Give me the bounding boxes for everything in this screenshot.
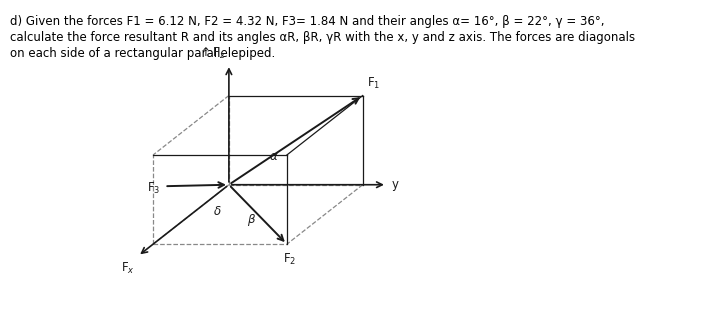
Text: F$_3$: F$_3$ bbox=[147, 181, 160, 196]
Text: F$_1$: F$_1$ bbox=[367, 75, 381, 91]
Text: F$_2$: F$_2$ bbox=[283, 252, 296, 267]
Text: $\alpha$: $\alpha$ bbox=[269, 150, 279, 163]
Text: F$_x$: F$_x$ bbox=[122, 261, 135, 276]
Text: $\uparrow$F$_z$: $\uparrow$F$_z$ bbox=[197, 46, 225, 61]
Text: d) Given the forces F1 = 6.12 N, F2 = 4.32 N, F3= 1.84 N and their angles α= 16°: d) Given the forces F1 = 6.12 N, F2 = 4.… bbox=[10, 15, 605, 28]
Text: y: y bbox=[391, 178, 398, 191]
Text: on each side of a rectangular parallelepiped.: on each side of a rectangular parallelep… bbox=[10, 47, 276, 60]
Text: calculate the force resultant R and its angles αR, βR, γR with the x, y and z ax: calculate the force resultant R and its … bbox=[10, 31, 636, 44]
Text: $\beta$: $\beta$ bbox=[247, 213, 256, 228]
Text: $\delta$: $\delta$ bbox=[213, 205, 222, 218]
